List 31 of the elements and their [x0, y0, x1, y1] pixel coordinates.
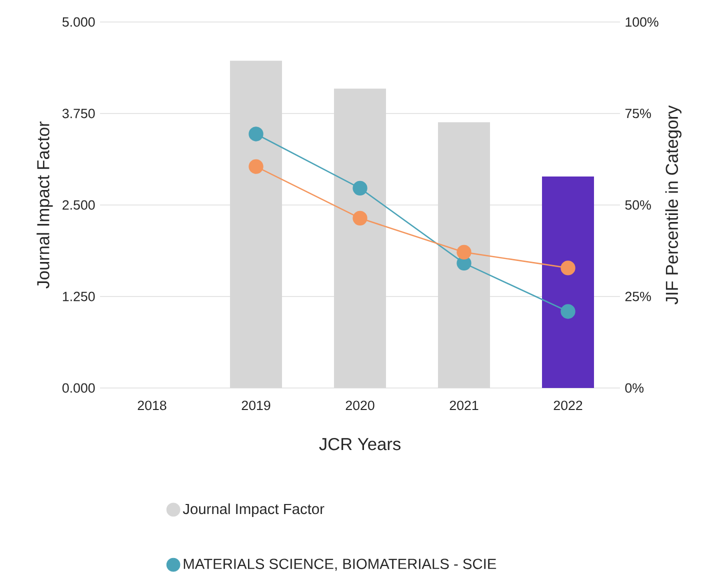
y2-axis-title: JIF Percentile in Category — [665, 105, 682, 304]
y-tick-label: 0.000 — [62, 383, 95, 393]
bar — [542, 176, 594, 388]
y-tick-label: 5.000 — [62, 17, 95, 27]
y2-tick-label: 50% — [625, 200, 651, 210]
x-tick-label: 2021 — [450, 400, 478, 410]
legend-label: MATERIALS SCIENCE, BIOMATERIALS - SCIE — [184, 558, 496, 571]
y2-tick-label: 0% — [625, 383, 644, 393]
x-tick-label: 2019 — [242, 400, 270, 410]
point — [560, 304, 576, 319]
point — [248, 126, 264, 142]
x-tick-label: 2022 — [554, 400, 582, 410]
point — [456, 244, 472, 260]
bar — [334, 88, 386, 388]
point — [352, 180, 368, 196]
y2-tick-label: 75% — [625, 108, 651, 118]
y-tick-label: 3.750 — [62, 108, 95, 118]
bar — [438, 122, 490, 388]
bar — [230, 60, 282, 388]
x-tick-label: 2018 — [138, 400, 166, 410]
y2-tick-label: 100% — [626, 17, 658, 27]
y-tick-label: 2.500 — [62, 200, 95, 210]
y-tick-label: 1.250 — [62, 292, 95, 302]
y2-tick-label: 25% — [625, 292, 651, 302]
point — [248, 159, 264, 174]
legend-label: Journal Impact Factor — [182, 503, 324, 518]
point — [352, 210, 368, 226]
point — [560, 260, 576, 276]
x-tick-label: 2020 — [346, 400, 374, 410]
y-axis-title: Journal Impact Factor — [36, 122, 53, 289]
x-axis-title: JCR Years — [319, 438, 400, 450]
